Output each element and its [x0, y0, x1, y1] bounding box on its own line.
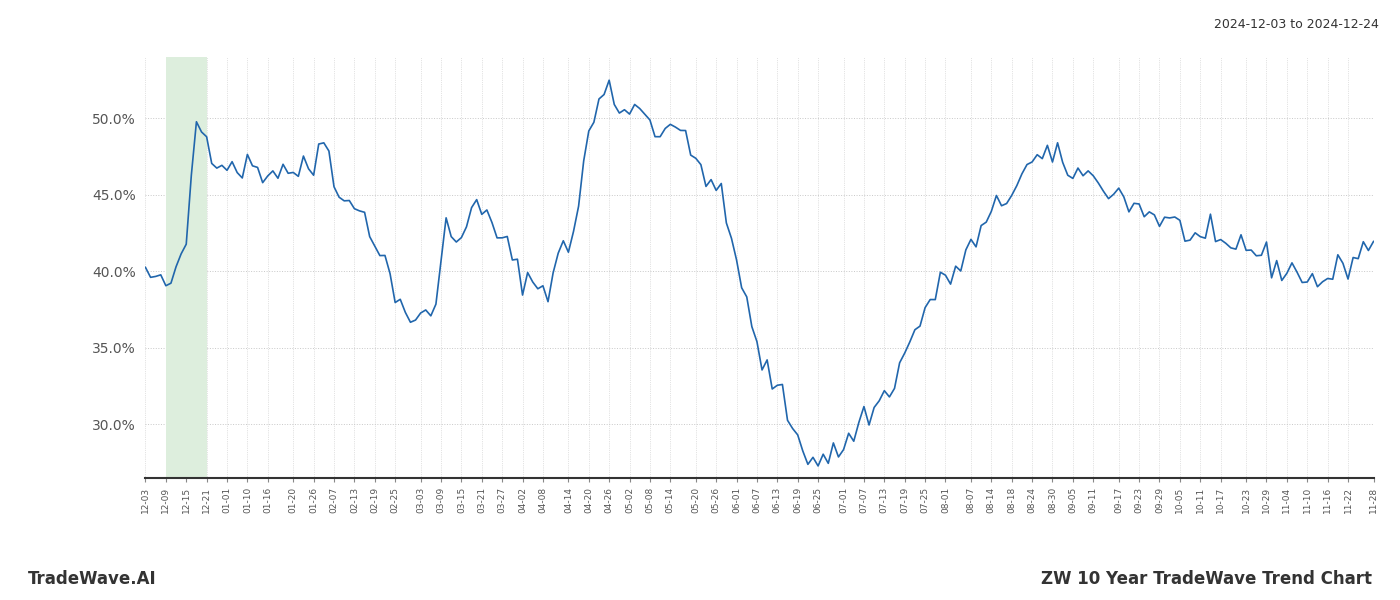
Bar — [165, 57, 207, 478]
Text: ZW 10 Year TradeWave Trend Chart: ZW 10 Year TradeWave Trend Chart — [1042, 570, 1372, 588]
Text: TradeWave.AI: TradeWave.AI — [28, 570, 157, 588]
Text: 2024-12-03 to 2024-12-24: 2024-12-03 to 2024-12-24 — [1214, 18, 1379, 31]
